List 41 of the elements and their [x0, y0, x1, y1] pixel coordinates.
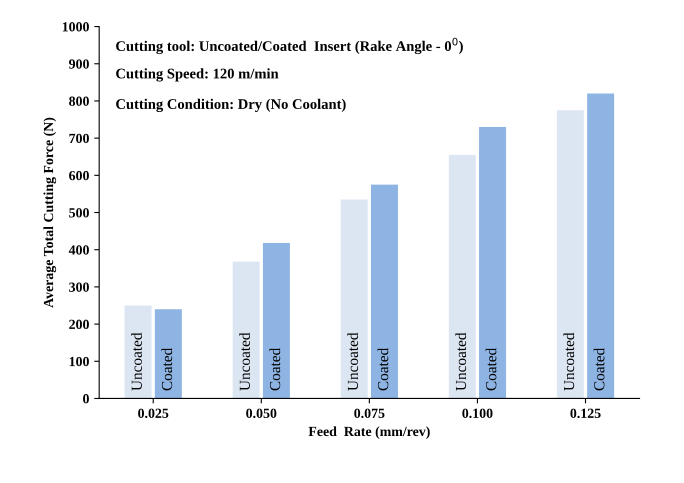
annotation: Cutting Speed: 120 m/min	[116, 68, 278, 82]
y-tick-label: 500	[69, 208, 89, 218]
x-tick-label: 0.125	[570, 408, 601, 418]
y-axis-title: Average Total Cutting Force (N)	[43, 118, 56, 308]
series-label: Coated	[269, 348, 280, 390]
bar	[448, 154, 476, 398]
x-tick-label: 0.100	[462, 408, 493, 418]
y-tick-label: 400	[68, 245, 89, 255]
bar	[232, 262, 260, 398]
y-tick-label: 1000	[62, 22, 89, 32]
y-tick-label: 0	[83, 394, 89, 404]
text: Coated	[486, 348, 496, 390]
bar	[479, 126, 506, 398]
text: Uncoated	[347, 332, 358, 391]
annotation: Cutting tool: Uncoated/Coated Insert (Rake Angle - 0$^{0}$)	[116, 38, 463, 54]
series-label: Uncoated	[239, 332, 250, 391]
bar	[556, 110, 584, 398]
text: Uncoated	[455, 332, 466, 391]
x-axis-title: Feed Rate (mm/rev)	[308, 426, 430, 439]
x-tick-label: 0.050	[246, 408, 276, 418]
bar	[587, 94, 614, 398]
y-tick-label: 600	[69, 170, 89, 180]
bar	[370, 184, 398, 398]
text: Uncoated	[563, 332, 574, 391]
text: Coated	[378, 348, 388, 390]
y-tick-label: 200	[69, 320, 89, 330]
bar	[340, 200, 368, 398]
x-tick-label: 0.025	[138, 408, 168, 418]
text: Uncoated	[131, 332, 142, 391]
text: Coated	[161, 348, 172, 390]
y-tick-label: 700	[69, 134, 89, 144]
y-tick-label: 300	[69, 282, 89, 292]
y-tick-label: 900	[69, 59, 89, 69]
x-tick-label: 0.075	[354, 408, 384, 418]
text: Coated	[594, 348, 604, 390]
bar	[154, 309, 182, 398]
bar	[262, 243, 290, 398]
bar	[124, 305, 152, 398]
y-tick-label: 800	[69, 96, 89, 106]
annotation: Cutting Condition: Dry (No Coolant)	[116, 98, 346, 112]
y-tick-label: 100	[70, 356, 89, 366]
